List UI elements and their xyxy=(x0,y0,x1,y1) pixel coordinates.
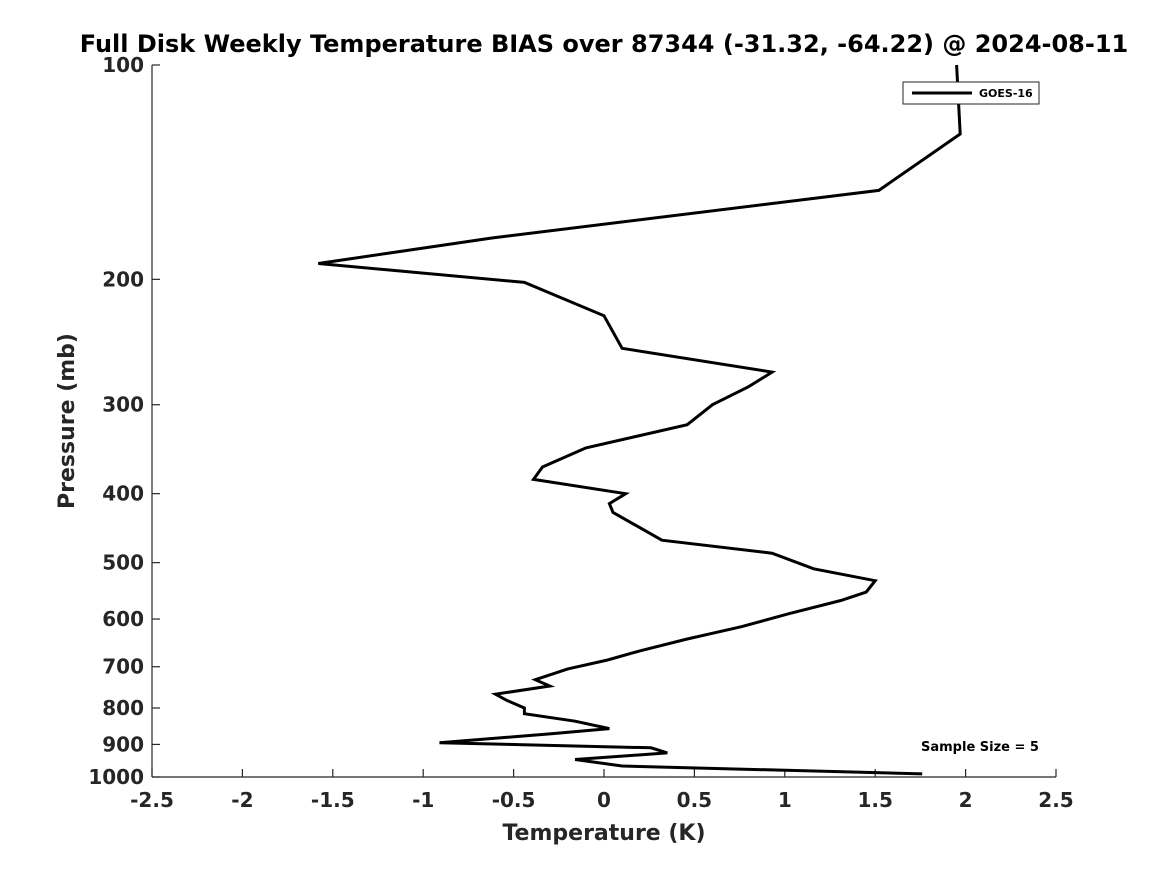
x-tick-label: -1.5 xyxy=(311,788,355,812)
legend: GOES-16 xyxy=(902,81,1040,105)
x-tick-label: -2.5 xyxy=(130,788,174,812)
x-tick-label: 1 xyxy=(778,788,792,812)
x-tick-label: 0.5 xyxy=(677,788,712,812)
x-tick-label: 1.5 xyxy=(857,788,892,812)
x-tick-label: 2.5 xyxy=(1038,788,1073,812)
y-tick-label: 900 xyxy=(102,732,144,756)
series-line-goes-16 xyxy=(318,64,962,776)
y-axis-ticks: 100 200 300 400 500 600 700 800 900 1000 xyxy=(88,53,160,789)
y-tick-label: 600 xyxy=(102,607,144,631)
x-tick-label: -2 xyxy=(231,788,253,812)
x-tick-label: -1 xyxy=(412,788,434,812)
x-tick-label: -0.5 xyxy=(492,788,536,812)
sample-size-annotation: Sample Size = 5 xyxy=(921,740,1039,755)
y-tick-label: 100 xyxy=(102,53,144,77)
legend-entry-goes-16: GOES-16 xyxy=(979,87,1033,100)
y-axis-label: Pressure (mb) xyxy=(55,333,80,509)
x-axis-ticks: -2.5 -2 -1.5 -1 -0.5 0 0.5 1 1.5 2 2.5 xyxy=(130,769,1074,812)
x-axis-label: Temperature (K) xyxy=(502,821,705,846)
chart-title: Full Disk Weekly Temperature BIAS over 8… xyxy=(80,30,1128,58)
y-tick-label: 1000 xyxy=(88,765,144,789)
x-tick-label: 0 xyxy=(597,788,611,812)
x-tick-label: 2 xyxy=(959,788,973,812)
y-tick-label: 400 xyxy=(102,482,144,506)
y-tick-label: 800 xyxy=(102,696,144,720)
y-tick-label: 300 xyxy=(102,393,144,417)
y-tick-label: 500 xyxy=(102,551,144,575)
y-tick-label: 700 xyxy=(102,655,144,679)
y-tick-label: 200 xyxy=(102,267,144,291)
